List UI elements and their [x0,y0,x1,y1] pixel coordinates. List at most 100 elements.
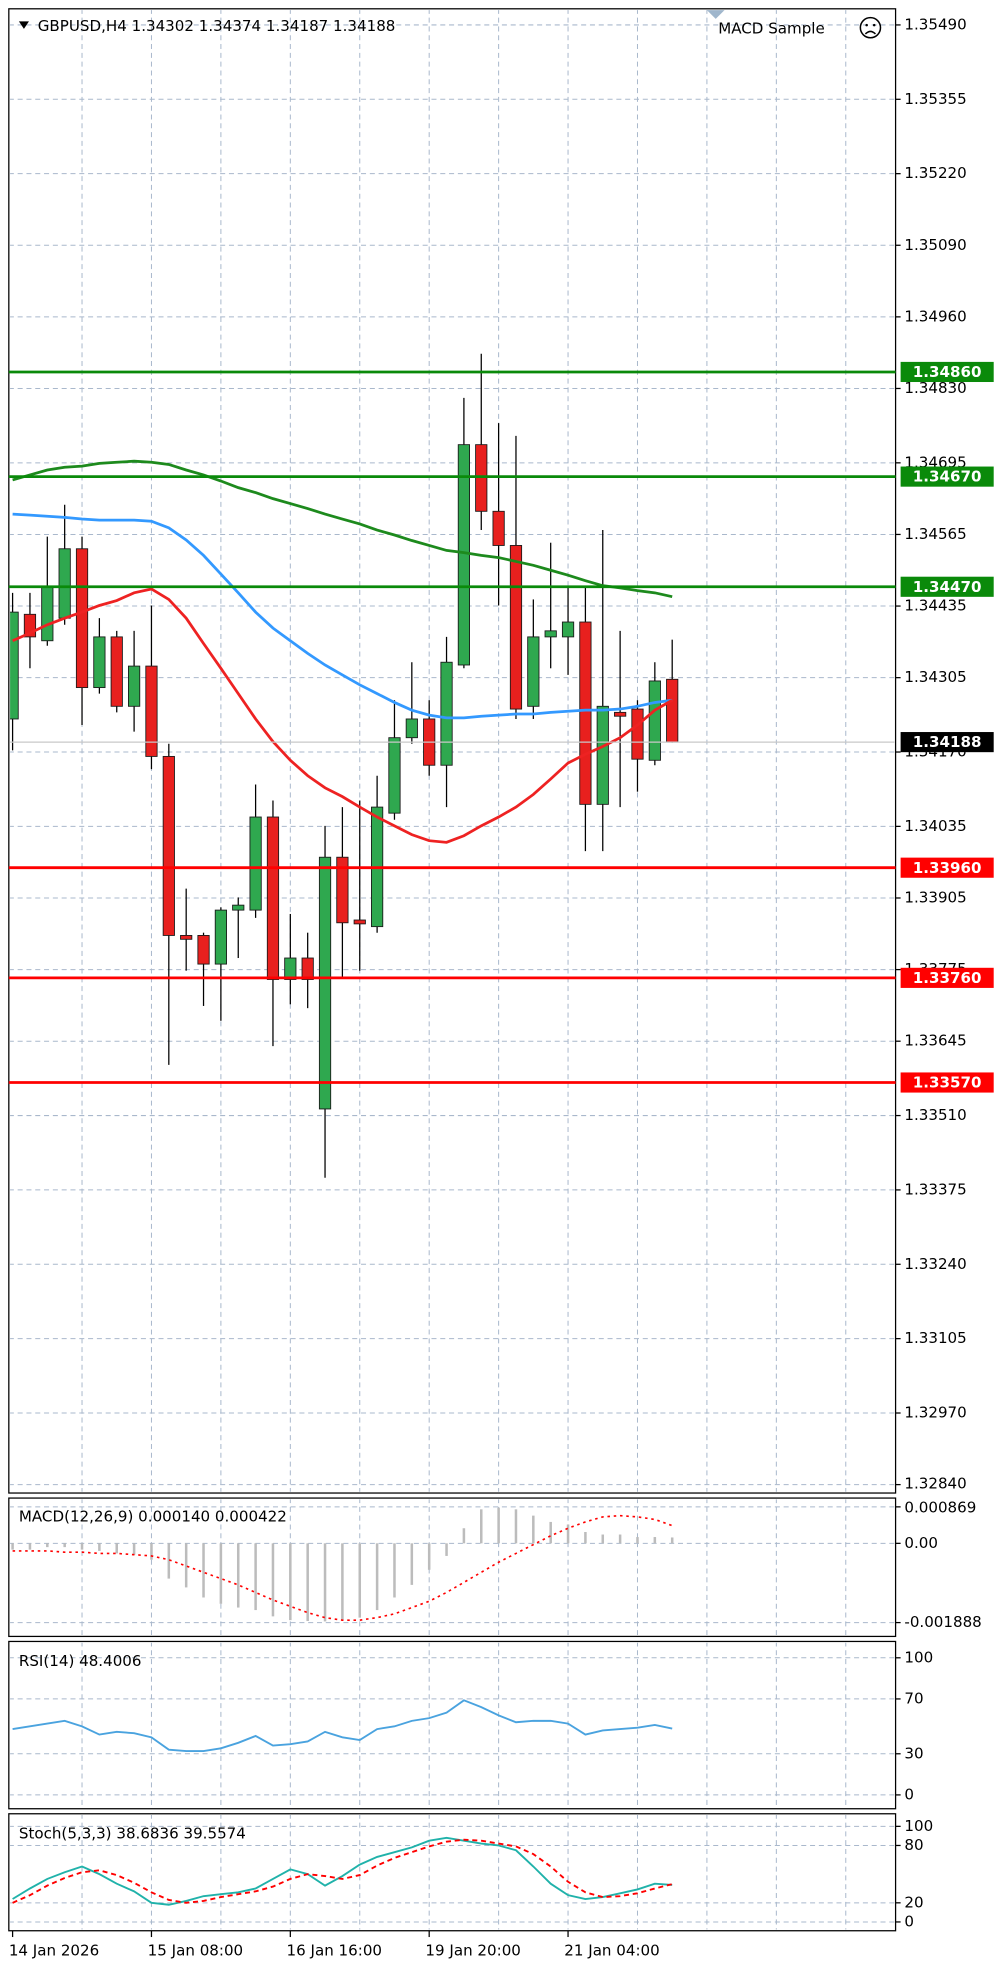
expert-icon-eye [865,23,868,27]
candle-body [301,957,314,980]
pane-plot [10,1499,895,1636]
level-label: 1.34470 [913,578,982,596]
level-label-box [900,857,994,878]
moving-average [12,459,673,599]
expert-icon-mouth [864,30,876,35]
candle-body [41,586,54,642]
level-label-box [900,361,994,383]
macd-bar [670,1537,674,1544]
chart-title: GBPUSD,H4 1.34302 1.34374 1.34187 1.3418… [38,17,396,35]
macd-bar [497,1507,500,1544]
macd-bar [427,1543,431,1570]
macd-bar [11,1543,14,1550]
moving-average [12,512,673,720]
level-label: 1.33570 [913,1074,982,1092]
macd-bar [410,1543,414,1585]
macd-bar [653,1537,657,1544]
y-tick-label: 1.33105 [904,1329,966,1347]
y-tick-label: 0 [904,1912,914,1930]
expert-icon [859,16,882,39]
candle-body [353,919,366,925]
macd-bar [549,1521,552,1544]
macd-bar [150,1543,153,1560]
macd-bar [167,1543,171,1579]
y-tick-label: 1.33905 [904,888,966,906]
level-label: 1.33760 [913,969,982,987]
macd-bar [184,1543,188,1588]
macd-bar [636,1537,639,1544]
y-tick-label: 1.33510 [904,1106,966,1124]
candle-body [93,636,106,689]
macd-bar [98,1543,101,1551]
macd-bar [236,1543,240,1608]
y-tick-label: 80 [904,1836,923,1854]
y-tick-label: 30 [904,1744,923,1762]
moving-average [12,587,673,844]
level-label: 1.33960 [913,859,982,877]
expert-icon-eye [872,23,876,27]
y-tick-label: 1.34435 [904,597,966,615]
level-label-box [900,576,994,597]
y-tick-label: 1.32970 [904,1404,966,1422]
one-click-marker [706,10,725,19]
candle-body [440,661,453,766]
signal-line [12,1514,673,1621]
candle-body [266,816,280,980]
candle-body [596,705,609,805]
y-tick-label: 1.32840 [904,1475,966,1493]
y-tick-label: 1.35490 [904,15,966,33]
y-tick-label: 1.34035 [904,817,966,835]
level-label: 1.34670 [913,468,982,486]
candle-body [128,665,141,707]
macd-bar [254,1543,257,1611]
candle-body [492,510,505,546]
indicator-line [12,1838,673,1904]
candle-body [614,711,627,717]
candle-body [284,957,297,980]
y-tick-label: 0 [904,1785,914,1803]
y-tick-label: 1.34830 [904,379,966,397]
y-tick-label: 100 [904,1817,933,1835]
macd-bar [480,1509,483,1544]
level-label-box [900,1072,994,1093]
macd-bar [132,1543,136,1555]
y-tick-label: 1.33645 [904,1032,966,1050]
candle-body [75,548,89,689]
x-tick-label: 14 Jan 2026 [9,1941,99,1959]
macd-bar [202,1543,205,1598]
current-price-label: 1.34188 [913,733,982,751]
level-label-box [900,466,994,487]
candle-body [214,909,227,965]
macd-bar [341,1543,344,1621]
candle-body [110,636,123,707]
candle-body [648,680,661,761]
pane-frame [8,1497,897,1638]
macd-bar [532,1515,535,1544]
y-tick-label: 1.35220 [904,164,966,182]
macd-bar [271,1543,275,1617]
candle-body [318,856,332,1110]
y-tick-label: 1.35355 [904,90,966,108]
candle-body [249,816,262,911]
y-tick-label: -0.001888 [904,1613,981,1631]
candle-body [527,636,540,707]
x-tick-label: 15 Jan 08:00 [148,1941,243,1959]
macd-bar [63,1543,66,1548]
candle-body [579,621,592,805]
pane-frame [8,1813,897,1932]
y-tick-label: 0.00 [904,1534,938,1552]
candle-body [23,613,37,638]
y-tick-label: 1.34565 [904,525,966,543]
y-tick-label: 0.000869 [904,1499,976,1517]
candle-body [509,545,523,710]
candle-body [197,935,210,965]
y-tick-label: 1.33240 [904,1255,966,1273]
macd-bar [462,1528,466,1544]
candle-body [336,856,349,924]
macd-bar [584,1532,587,1544]
y-tick-label: 1.35090 [904,236,966,254]
macd-bar [80,1543,84,1550]
candle-body [388,737,401,814]
